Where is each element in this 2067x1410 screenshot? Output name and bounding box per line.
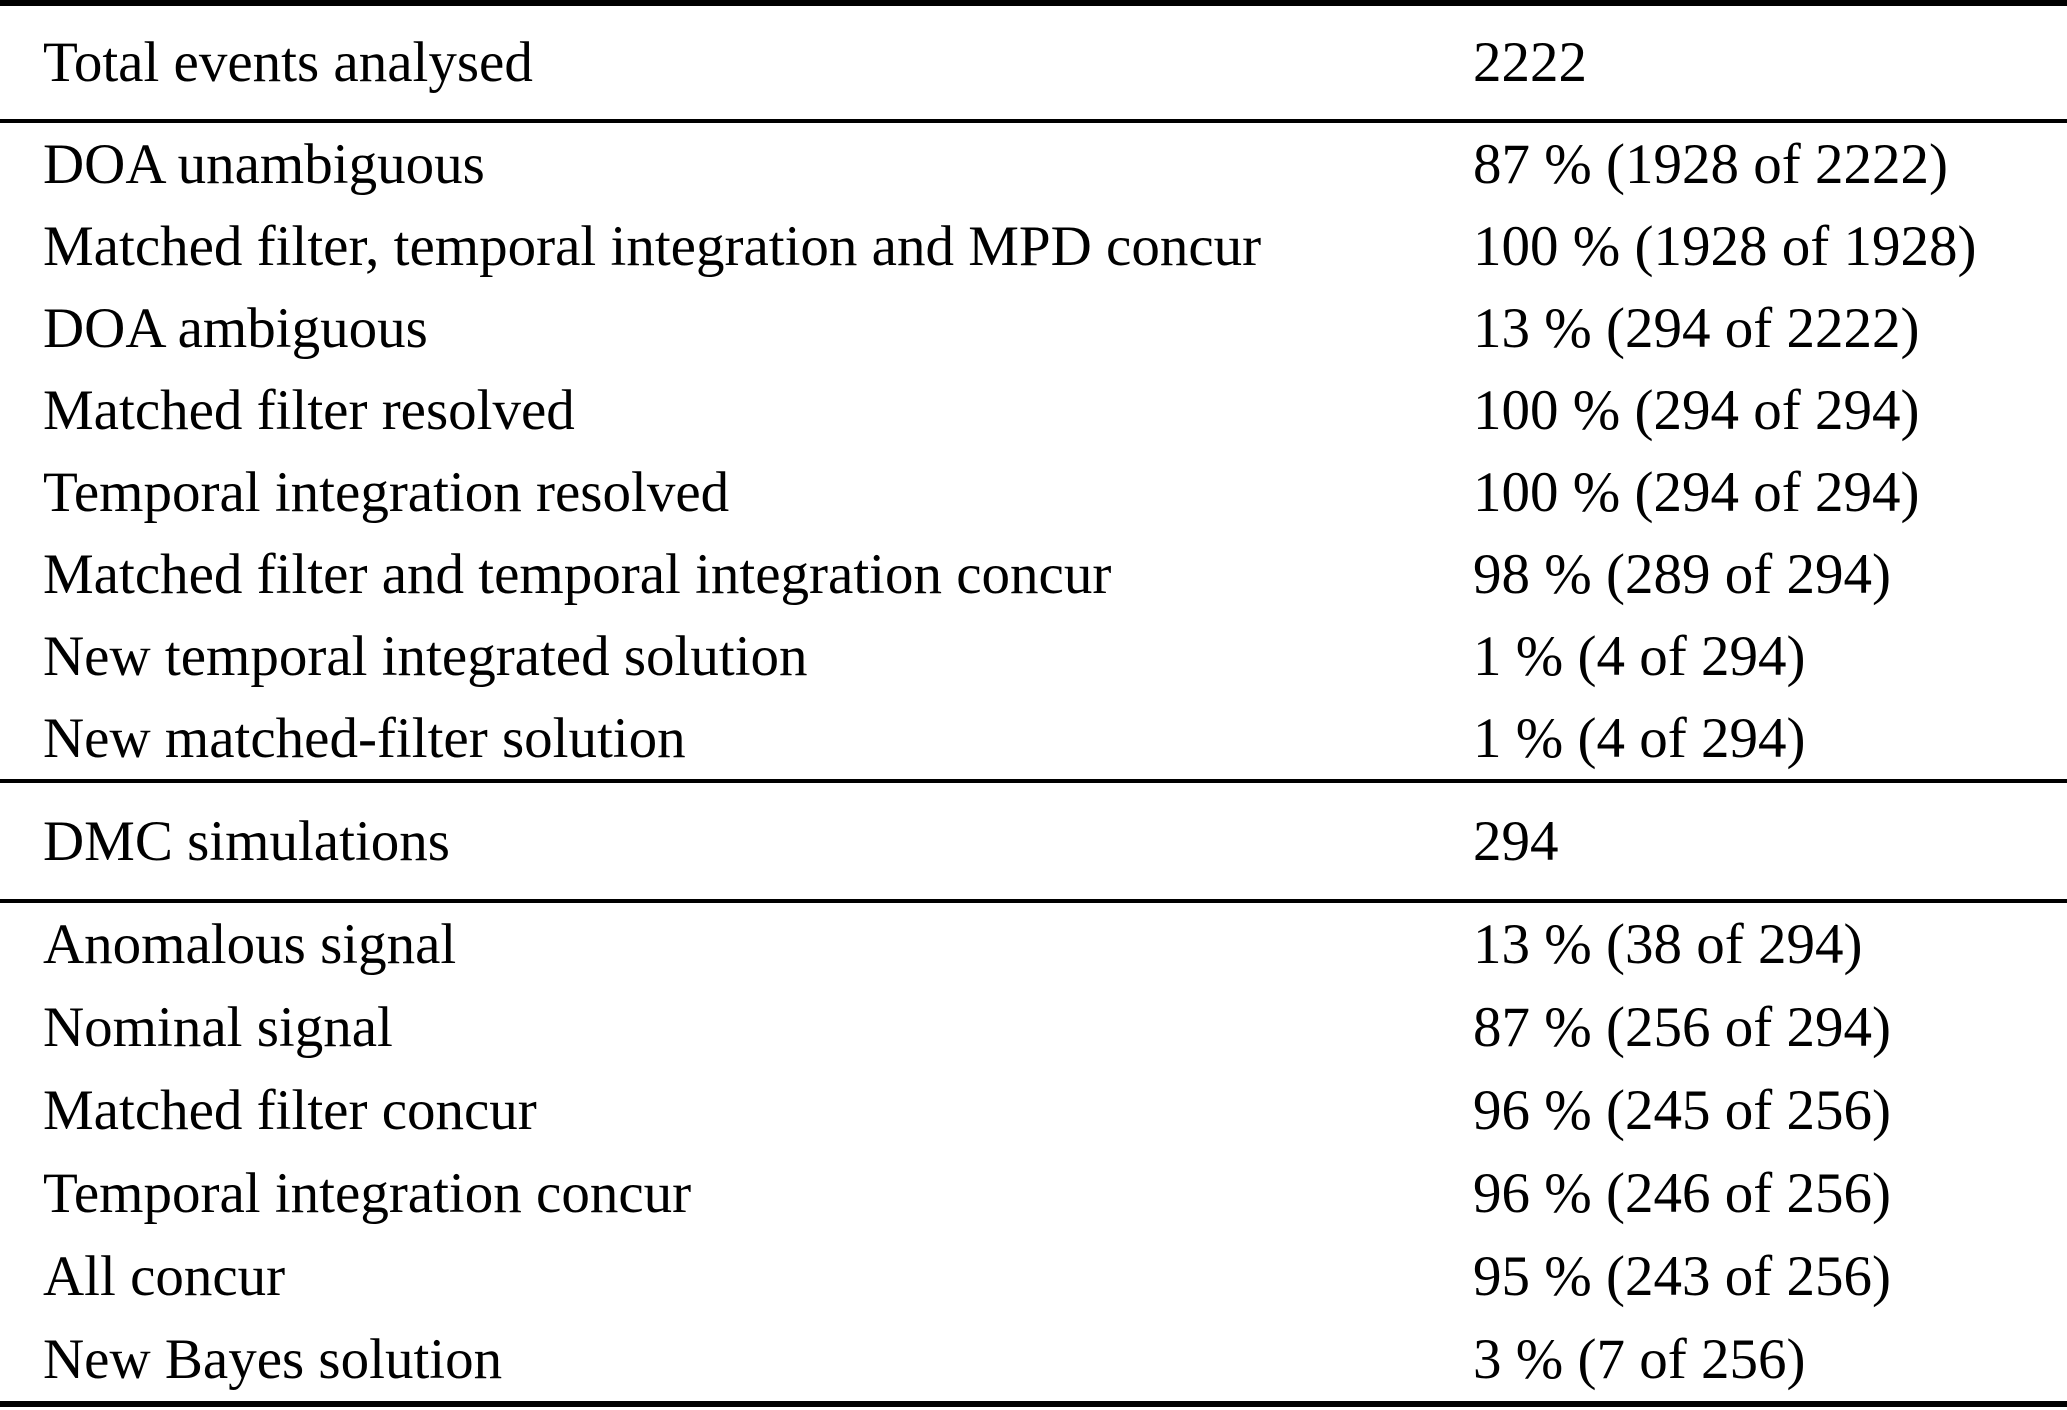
table-row: DOA unambiguous 87 % (1928 of 2222) — [0, 123, 2067, 205]
row-value: 13 % (294 of 2222) — [1473, 296, 1920, 360]
row-label: Temporal integration concur — [43, 1162, 692, 1225]
bottom-rule — [0, 1401, 2067, 1407]
row-value: 87 % (1928 of 2222) — [1473, 132, 1948, 196]
table-row-total: Total events analysed 2222 — [0, 6, 2067, 119]
row-value: 2222 — [1473, 31, 1587, 94]
row-label: Matched filter and temporal integration … — [43, 542, 1112, 606]
row-value: 98 % (289 of 294) — [1473, 542, 1891, 606]
row-label: Matched filter concur — [43, 1079, 537, 1142]
mid-rule-1 — [0, 119, 2067, 123]
table-row: New Bayes solution 3 % (7 of 256) — [0, 1318, 2067, 1401]
table-row: Matched filter resolved 100 % (294 of 29… — [0, 369, 2067, 451]
doa-section: DOA unambiguous 87 % (1928 of 2222) Matc… — [0, 123, 2067, 779]
row-label: DOA ambiguous — [43, 296, 428, 360]
row-value: 96 % (246 of 256) — [1473, 1162, 1891, 1225]
row-label: New matched-filter solution — [43, 706, 686, 770]
row-value: 1 % (4 of 294) — [1473, 624, 1806, 688]
table-row-dmc: DMC simulations 294 — [0, 783, 2067, 899]
row-label: DOA unambiguous — [43, 132, 485, 196]
row-value: 100 % (294 of 294) — [1473, 460, 1920, 524]
row-label: DMC simulations — [43, 809, 450, 873]
row-value: 100 % (294 of 294) — [1473, 378, 1920, 442]
table-row: Anomalous signal 13 % (38 of 294) — [0, 903, 2067, 986]
row-label: Nominal signal — [43, 996, 393, 1059]
row-value: 3 % (7 of 256) — [1473, 1328, 1806, 1391]
table-row: Nominal signal 87 % (256 of 294) — [0, 986, 2067, 1069]
table-row: All concur 95 % (243 of 256) — [0, 1235, 2067, 1318]
row-label: New temporal integrated solution — [43, 624, 808, 688]
table-row: Matched filter concur 96 % (245 of 256) — [0, 1069, 2067, 1152]
top-rule — [0, 0, 2067, 6]
row-value: 13 % (38 of 294) — [1473, 913, 1863, 976]
row-value: 1 % (4 of 294) — [1473, 706, 1806, 770]
table-row: Matched filter and temporal integration … — [0, 533, 2067, 615]
row-value: 96 % (245 of 256) — [1473, 1079, 1891, 1142]
row-value: 87 % (256 of 294) — [1473, 996, 1891, 1059]
mid-rule-3 — [0, 899, 2067, 903]
row-label: Total events analysed — [43, 31, 533, 94]
table-row: DOA ambiguous 13 % (294 of 2222) — [0, 287, 2067, 369]
table-row: New temporal integrated solution 1 % (4 … — [0, 615, 2067, 697]
row-label: All concur — [43, 1245, 286, 1308]
dmc-section: Anomalous signal 13 % (38 of 294) Nomina… — [0, 903, 2067, 1401]
row-label: Anomalous signal — [43, 913, 457, 976]
mid-rule-2 — [0, 779, 2067, 783]
row-value: 294 — [1473, 809, 1559, 873]
table-row: Matched filter, temporal integration and… — [0, 205, 2067, 287]
row-label: New Bayes solution — [43, 1328, 503, 1391]
row-label: Matched filter, temporal integration and… — [43, 214, 1262, 278]
table-row: New matched-filter solution 1 % (4 of 29… — [0, 697, 2067, 779]
row-value: 95 % (243 of 256) — [1473, 1245, 1891, 1308]
table-row: Temporal integration resolved 100 % (294… — [0, 451, 2067, 533]
row-value: 100 % (1928 of 1928) — [1473, 214, 1977, 278]
row-label: Matched filter resolved — [43, 378, 575, 442]
table-row: Temporal integration concur 96 % (246 of… — [0, 1152, 2067, 1235]
row-label: Temporal integration resolved — [43, 460, 730, 524]
